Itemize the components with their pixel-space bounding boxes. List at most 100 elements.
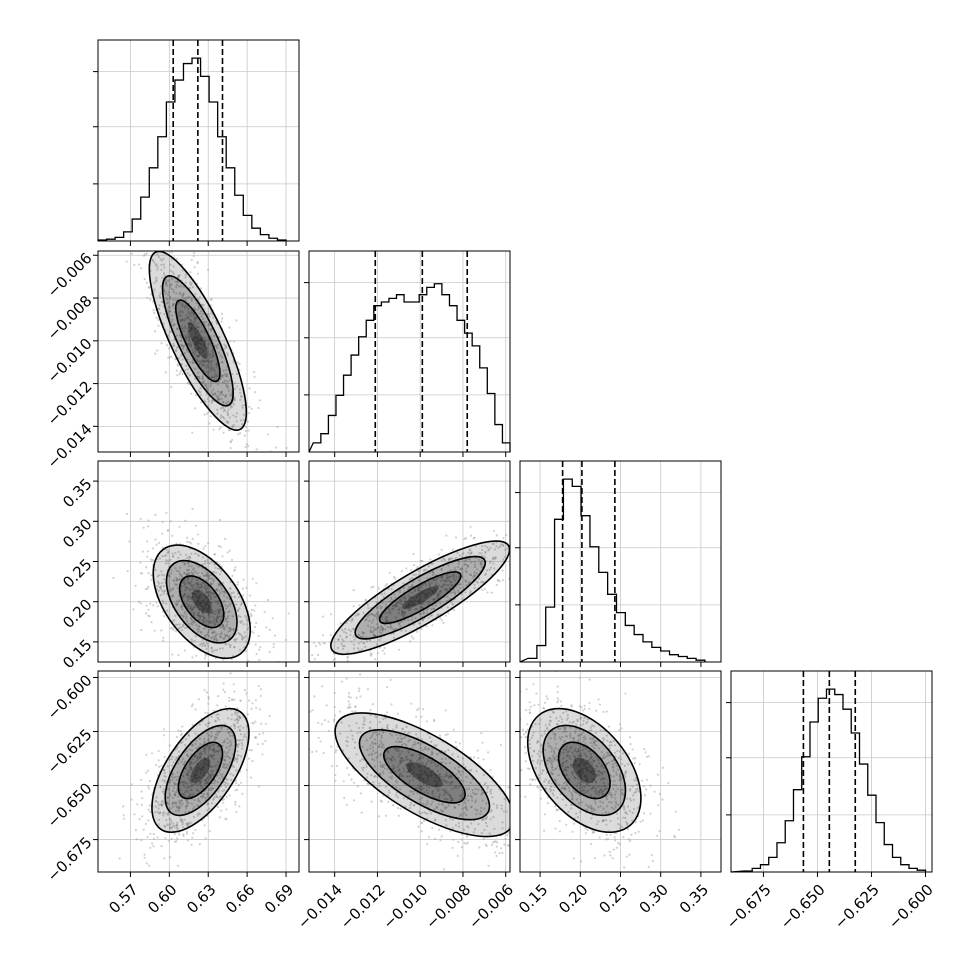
sample-point (375, 613, 378, 616)
sample-point (234, 803, 237, 806)
sample-point (235, 718, 238, 721)
sample-point (449, 817, 452, 820)
sample-point (370, 613, 373, 616)
sample-point (170, 320, 173, 323)
sample-point (332, 658, 335, 661)
sample-point (179, 339, 182, 342)
sample-point (432, 592, 435, 596)
sample-point (207, 324, 210, 327)
sample-point (368, 619, 371, 623)
sample-point (409, 760, 412, 763)
sample-point (240, 781, 243, 784)
sample-point (549, 737, 552, 740)
sample-point (207, 594, 210, 598)
sample-point (216, 616, 219, 619)
sample-point (461, 797, 464, 800)
sample-point (422, 781, 425, 784)
sample-point (174, 810, 177, 813)
sample-point (176, 771, 179, 774)
sample-point (220, 398, 223, 401)
sample-point (240, 664, 242, 666)
sample-point (205, 579, 208, 582)
sample-point (160, 573, 163, 576)
sample-point (477, 756, 480, 760)
sample-point (386, 723, 389, 727)
sample-point (171, 755, 174, 759)
sample-point (162, 802, 165, 805)
sample-point (450, 799, 453, 802)
sample-point (234, 712, 237, 715)
sample-point (225, 752, 228, 756)
sample-point (180, 734, 183, 737)
sample-point (181, 294, 184, 297)
sample-point (410, 790, 413, 793)
sample-point (149, 810, 152, 814)
sample-point (242, 594, 245, 597)
sample-point (190, 762, 193, 766)
sample-point (221, 744, 224, 747)
sample-point (219, 730, 222, 733)
sample-point (445, 534, 448, 537)
sample-point (598, 770, 601, 774)
sample-point (251, 760, 254, 763)
sample-point (369, 713, 372, 717)
sample-point (196, 348, 199, 351)
sample-point (191, 324, 194, 327)
sample-point (179, 730, 182, 733)
sample-point (193, 307, 196, 310)
sample-point (378, 782, 381, 785)
sample-point (181, 629, 184, 632)
sample-point (410, 596, 413, 600)
sample-point (531, 861, 533, 863)
sample-point (200, 602, 203, 605)
sample-point (485, 844, 488, 848)
sample-point (197, 322, 200, 325)
sample-point (224, 642, 227, 646)
sample-point (158, 765, 161, 769)
sample-point (186, 774, 189, 777)
sample-point (447, 564, 450, 567)
sample-point (343, 796, 346, 800)
sample-point (403, 612, 407, 615)
sample-point (313, 695, 316, 698)
sample-point (384, 584, 387, 587)
sample-point (378, 784, 381, 787)
sample-point (457, 822, 460, 825)
sample-point (184, 781, 187, 784)
sample-point (412, 775, 415, 778)
sample-point (504, 837, 507, 841)
sample-point (476, 809, 479, 812)
sample-point (451, 846, 454, 850)
sample-point (397, 814, 400, 817)
sample-point (198, 603, 202, 606)
sample-point (569, 732, 572, 735)
sample-point (522, 733, 526, 736)
sample-point (488, 548, 491, 551)
sample-point (228, 699, 231, 702)
sample-point (633, 761, 636, 765)
sample-point (237, 745, 240, 748)
sample-point (421, 559, 424, 562)
sample-point (201, 619, 204, 622)
sample-point (212, 619, 215, 622)
sample-point (209, 582, 212, 585)
sample-point (171, 803, 174, 806)
sample-point (345, 677, 348, 680)
sample-point (446, 574, 449, 577)
sample-point (185, 823, 189, 826)
sample-point (339, 710, 342, 713)
sample-point (177, 364, 180, 367)
sample-point (160, 845, 163, 848)
sample-point (406, 758, 409, 761)
sample-point (253, 625, 256, 629)
sample-point (159, 593, 162, 597)
sample-point (181, 372, 184, 376)
sample-point (556, 759, 559, 762)
sample-point (164, 292, 167, 295)
sample-point (167, 573, 170, 577)
sample-point (422, 802, 425, 805)
sample-point (205, 620, 208, 623)
sample-point (159, 586, 162, 589)
sample-point (357, 613, 361, 616)
sample-point (215, 620, 218, 623)
